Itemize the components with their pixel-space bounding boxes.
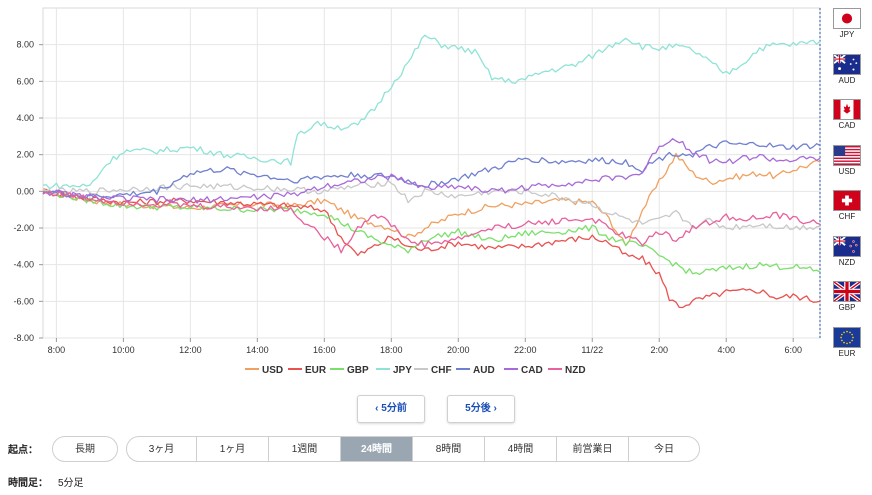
x-tick-label: 4:00: [717, 345, 735, 355]
y-tick-label: -6.00: [13, 296, 34, 306]
flag-label: CAD: [838, 121, 856, 130]
period-start-label: 起点：: [8, 445, 38, 456]
legend-item-cad[interactable]: CAD: [504, 365, 543, 376]
flag-item-usd[interactable]: USD: [826, 144, 868, 176]
series-line-gbp: [42, 189, 821, 276]
legend-item-eur[interactable]: EUR: [288, 365, 326, 376]
y-tick-label: 2.00: [16, 150, 34, 160]
x-tick-label: 2:00: [650, 345, 668, 355]
flag-item-nzd[interactable]: NZD: [826, 235, 868, 267]
series-line-cad: [42, 138, 821, 204]
legend-item-gbp[interactable]: GBP: [330, 365, 369, 376]
flag-item-aud[interactable]: AUD: [826, 53, 868, 85]
x-tick-label: 22:00: [514, 345, 537, 355]
legend-swatch: [288, 368, 302, 371]
timeframe-label: 時間足：: [8, 478, 48, 489]
legend-item-jpy[interactable]: JPY: [376, 365, 412, 376]
x-tick-label: 14:00: [246, 345, 269, 355]
x-tick-label: 18:00: [380, 345, 403, 355]
series-line-aud: [42, 140, 821, 199]
legend-swatch: [414, 368, 428, 371]
legend-item-aud[interactable]: AUD: [456, 365, 495, 376]
legend-swatch: [456, 368, 470, 371]
flag-label: EUR: [838, 348, 856, 358]
series-line-chf: [42, 179, 821, 231]
y-tick-label: 8.00: [16, 40, 34, 50]
next-5min-button[interactable]: 5分後 ›: [447, 395, 515, 423]
usa-flag-icon: [833, 144, 861, 166]
legend-swatch: [504, 368, 518, 371]
period-option-button[interactable]: 3ヶ月: [126, 436, 197, 462]
legend-label: NZD: [565, 365, 586, 376]
legend-label: GBP: [347, 365, 369, 376]
legend-swatch: [330, 368, 344, 371]
x-tick-label: 8:00: [48, 345, 66, 355]
legend-label: CAD: [521, 365, 543, 376]
flag-item-chf[interactable]: CHF: [826, 190, 868, 221]
period-option-button[interactable]: 4時間: [484, 436, 557, 462]
timeframe-value: 5分足: [58, 478, 84, 489]
x-tick-label: 16:00: [313, 345, 336, 355]
legend-label: AUD: [473, 365, 495, 376]
japan-flag-icon: [833, 8, 861, 29]
x-tick-label: 10:00: [112, 345, 135, 355]
period-long-button[interactable]: 長期: [52, 436, 118, 462]
legend-label: USD: [262, 365, 284, 376]
flag-label: JPY: [839, 30, 855, 39]
flag-item-jpy[interactable]: JPY: [826, 8, 868, 39]
legend-swatch: [548, 368, 562, 371]
plot-area: [42, 7, 821, 339]
flag-label: GBP: [838, 303, 856, 312]
legend-label: CHF: [431, 365, 452, 376]
flag-label: CHF: [838, 212, 856, 221]
legend-label: JPY: [393, 365, 412, 376]
legend-swatch: [376, 368, 390, 371]
uk-flag-icon: [833, 281, 861, 302]
flag-label: NZD: [838, 257, 856, 267]
x-tick-label: 20:00: [447, 345, 470, 355]
period-option-button[interactable]: 今日: [628, 436, 700, 462]
legend-swatch: [245, 368, 259, 371]
flag-label: USD: [838, 166, 856, 176]
series-line-nzd: [42, 190, 821, 254]
period-option-button[interactable]: 前営業日: [556, 436, 629, 462]
legend-item-usd[interactable]: USD: [245, 365, 283, 376]
period-option-button[interactable]: 8時間: [412, 436, 485, 462]
y-tick-label: -8.00: [13, 333, 34, 343]
australia-flag-icon: [833, 53, 861, 75]
switzerland-flag-icon: [833, 190, 861, 211]
y-tick-label: 0.00: [16, 186, 34, 196]
x-tick-label: 11/22: [581, 345, 603, 355]
period-option-button[interactable]: 1週間: [268, 436, 341, 462]
timeframe-info: 時間足： 5分足: [8, 474, 84, 489]
series-line-eur: [42, 189, 821, 309]
flag-item-gbp[interactable]: GBP: [826, 281, 868, 312]
y-tick-label: 4.00: [16, 113, 34, 123]
period-option-button[interactable]: 24時間: [340, 436, 413, 462]
x-tick-label: 12:00: [179, 345, 202, 355]
eu-flag-icon: [833, 326, 861, 348]
y-tick-label: -2.00: [13, 223, 34, 233]
newzealand-flag-icon: [833, 235, 861, 257]
period-option-button[interactable]: 1ヶ月: [196, 436, 269, 462]
flag-item-cad[interactable]: CAD: [826, 99, 868, 130]
legend-item-chf[interactable]: CHF: [414, 365, 452, 376]
flag-label: AUD: [838, 75, 856, 85]
legend-item-nzd[interactable]: NZD: [548, 365, 586, 376]
y-tick-label: 6.00: [16, 76, 34, 86]
series-line-jpy: [42, 34, 821, 190]
x-tick-label: 6:00: [784, 345, 802, 355]
currency-strength-chart: 8.00 6.00 4.00 2.00 0.00 -2.00 -4.00 -6.00 -8.00…: [13, 7, 821, 355]
flag-item-eur[interactable]: EUR: [826, 326, 868, 358]
y-tick-label: -4.00: [13, 260, 34, 270]
canada-flag-icon: [833, 99, 861, 120]
legend-label: EUR: [305, 365, 327, 376]
prev-5min-button[interactable]: ‹ 5分前: [357, 395, 425, 423]
